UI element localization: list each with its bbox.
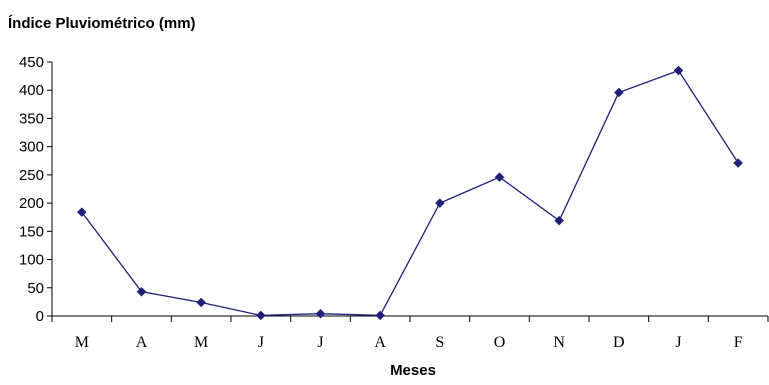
y-tick-label: 200 xyxy=(19,195,44,212)
y-tick-label: 250 xyxy=(19,167,44,184)
x-tick-label: J xyxy=(258,334,264,351)
y-tick-label: 0 xyxy=(36,308,44,325)
data-point xyxy=(613,87,624,98)
x-tick-label: J xyxy=(675,334,681,351)
y-tick-label: 150 xyxy=(19,223,44,240)
chart-title: Índice Pluviométrico (mm) xyxy=(8,15,196,32)
x-tick-label: J xyxy=(317,334,323,351)
x-tick-label: M xyxy=(194,334,208,351)
data-point xyxy=(255,310,266,321)
x-tick-label: N xyxy=(553,334,565,351)
x-tick-label: S xyxy=(435,334,444,351)
data-point xyxy=(673,65,684,76)
data-point xyxy=(76,207,87,217)
x-tick-label: A xyxy=(374,334,386,351)
data-point xyxy=(375,310,386,321)
data-point xyxy=(434,198,445,208)
data-point xyxy=(554,215,565,226)
y-tick-label: 450 xyxy=(19,54,44,71)
y-tick-label: 400 xyxy=(19,82,44,99)
x-tick-label: A xyxy=(136,334,148,351)
data-point xyxy=(494,172,505,183)
series-line xyxy=(81,69,739,317)
data-point xyxy=(315,308,326,319)
data-point xyxy=(733,158,744,168)
y-tick-label: 350 xyxy=(19,110,44,127)
x-tick-label: F xyxy=(734,334,743,351)
y-axis: 0 50 100 150 200 250 300 350 400 450 xyxy=(19,54,53,325)
data-point xyxy=(196,297,207,308)
y-tick-label: 100 xyxy=(19,252,44,269)
data-point xyxy=(136,286,147,297)
x-tick-label: M xyxy=(75,334,89,351)
x-axis-label: Meses xyxy=(390,362,436,379)
y-tick-label: 300 xyxy=(19,139,44,156)
x-tick-label: D xyxy=(613,334,625,351)
x-tick-label: O xyxy=(494,334,506,351)
y-tick-label: 50 xyxy=(27,280,44,297)
series-group xyxy=(76,65,744,321)
